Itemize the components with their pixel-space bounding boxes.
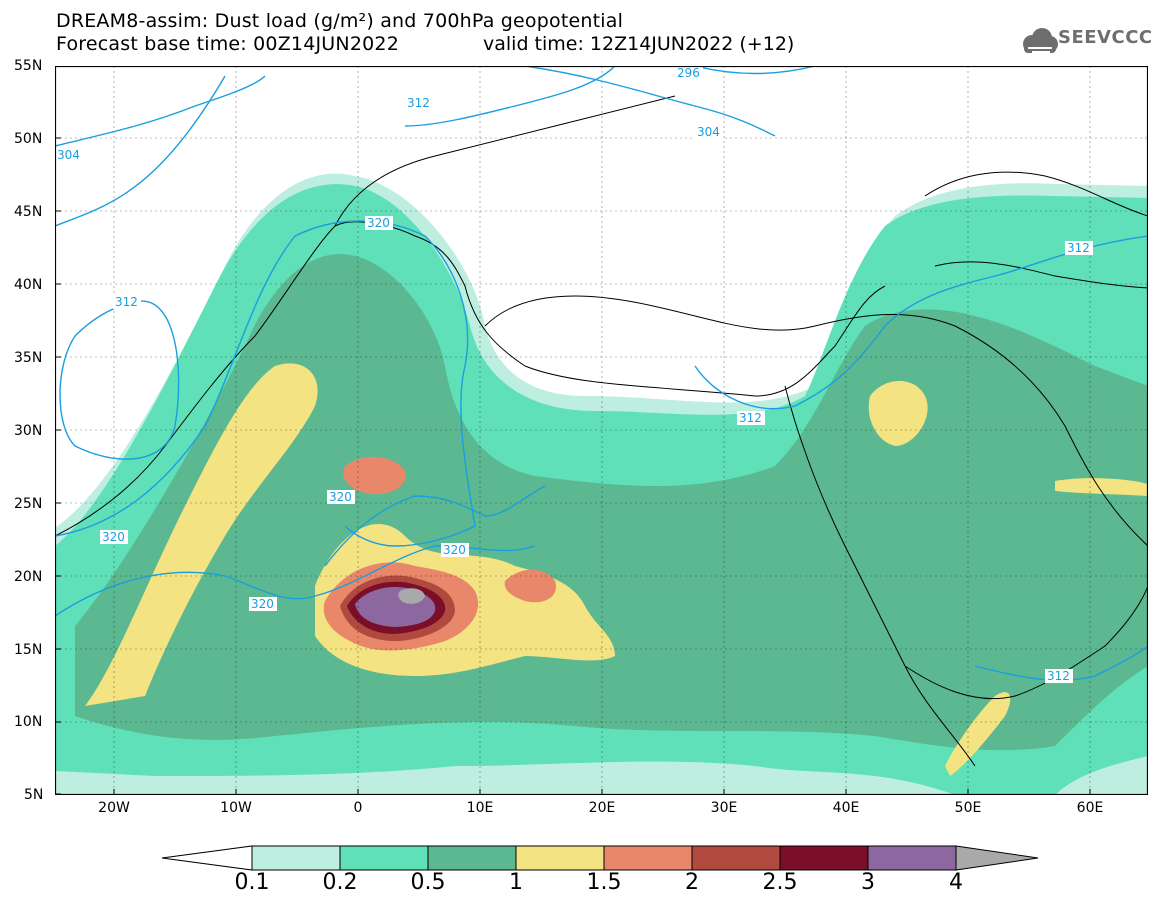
colorbar-swatch bbox=[867, 845, 957, 871]
logo-text: SEEVCCC bbox=[1058, 27, 1153, 48]
colorbar-label: 3 bbox=[861, 870, 875, 895]
contour-label: 320 bbox=[329, 490, 352, 504]
dust-region-1-iraq bbox=[868, 381, 928, 446]
lat-label: 35N bbox=[14, 350, 43, 366]
colorbar-label: 0.5 bbox=[410, 870, 446, 895]
cloud-icon bbox=[1023, 28, 1058, 53]
lat-label: 50N bbox=[14, 131, 43, 147]
valid-time: valid time: 12Z14JUN2022 (+12) bbox=[483, 33, 795, 55]
dust-region-1-somalia bbox=[945, 692, 1011, 776]
contour-label: 304 bbox=[697, 125, 720, 139]
colorbar-label: 4 bbox=[949, 870, 963, 895]
lat-label: 55N bbox=[14, 58, 43, 74]
colorbar-swatch bbox=[339, 845, 429, 871]
colorbar-label: 2 bbox=[685, 870, 699, 895]
graticule bbox=[55, 66, 1148, 795]
dust-region-4 bbox=[398, 588, 425, 604]
contour-label: 320 bbox=[102, 530, 125, 544]
lat-label: 45N bbox=[14, 204, 43, 220]
lon-label: 20E bbox=[588, 800, 616, 816]
contour-label: 296 bbox=[677, 66, 700, 80]
dust-region-1-5-algeria bbox=[342, 456, 406, 495]
colorbar-upper-arrow bbox=[955, 845, 1039, 871]
colorbar-lower-arrow bbox=[161, 845, 253, 871]
contour-label: 320 bbox=[367, 216, 390, 230]
lon-label: 30E bbox=[710, 800, 738, 816]
colorbar-label: 1 bbox=[509, 870, 523, 895]
lat-label: 40N bbox=[14, 277, 43, 293]
dust-map: 296 304 304 312 312 320 320 320 320 320 … bbox=[55, 66, 1148, 795]
lon-label: 0 bbox=[353, 800, 363, 816]
forecast-base-time: Forecast base time: 00Z14JUN2022 bbox=[56, 33, 399, 55]
logo bbox=[1023, 28, 1058, 53]
colorbar-label: 1.5 bbox=[586, 870, 622, 895]
geopotential-contours bbox=[55, 66, 1148, 681]
colorbar-label: 0.2 bbox=[322, 870, 358, 895]
colorbar bbox=[161, 845, 1039, 871]
contour-label: 312 bbox=[1047, 669, 1070, 683]
contour-label: 312 bbox=[739, 411, 762, 425]
contour-label: 320 bbox=[251, 597, 274, 611]
lat-label: 30N bbox=[14, 423, 43, 439]
lat-label: 15N bbox=[14, 642, 43, 658]
map-title: DREAM8-assim: Dust load (g/m²) and 700hP… bbox=[56, 10, 624, 32]
colorbar-swatch bbox=[691, 845, 781, 871]
contour-label: 320 bbox=[443, 543, 466, 557]
contour-label: 304 bbox=[57, 148, 80, 162]
contour-label: 312 bbox=[115, 295, 138, 309]
lon-label: 60E bbox=[1076, 800, 1104, 816]
contour-labels: 296 304 304 312 312 320 320 320 320 320 … bbox=[55, 66, 1093, 683]
dust-region-1-oman bbox=[1055, 478, 1148, 496]
colorbar-swatch bbox=[603, 845, 693, 871]
dust-region-1-5-niger bbox=[504, 569, 556, 603]
lat-label: 5N bbox=[24, 787, 44, 803]
lon-label: 20W bbox=[98, 800, 130, 816]
lon-label: 40E bbox=[832, 800, 860, 816]
colorbar-label: 2.5 bbox=[762, 870, 798, 895]
lat-label: 10N bbox=[14, 714, 43, 730]
coastlines bbox=[55, 95, 1148, 767]
lat-label: 25N bbox=[14, 496, 43, 512]
lon-label: 10W bbox=[220, 800, 252, 816]
colorbar-swatch bbox=[779, 845, 869, 871]
contour-label: 312 bbox=[1067, 241, 1090, 255]
lon-label: 50E bbox=[954, 800, 982, 816]
dust-region-1 bbox=[85, 363, 318, 706]
colorbar-swatch bbox=[427, 845, 517, 871]
colorbar-swatch bbox=[251, 845, 341, 871]
colorbar-label: 0.1 bbox=[234, 870, 270, 895]
colorbar-swatch bbox=[515, 845, 605, 871]
lat-label: 20N bbox=[14, 569, 43, 585]
contour-label: 312 bbox=[407, 96, 430, 110]
lon-label: 10E bbox=[466, 800, 494, 816]
